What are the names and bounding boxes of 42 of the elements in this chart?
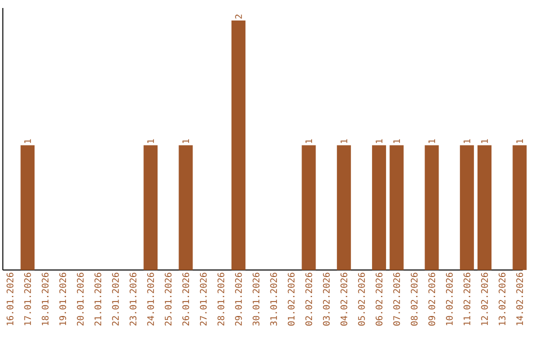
x-tick-label: 14.02.2026 [516,272,524,326]
x-tick-label: 18.01.2026 [42,272,49,326]
data-label: 1 [393,139,400,143]
x-tick-label: 28.01.2026 [218,272,224,326]
x-tick-label: 06.02.2026 [376,272,382,326]
x-tick-label: 17.01.2026 [24,272,31,326]
x-tick-label: 05.02.2026 [358,272,365,326]
x-tick-label: 24.01.2026 [147,272,154,326]
x-tick-label: 09.02.2026 [428,272,436,326]
x-tick-label: 07.02.2026 [393,272,400,326]
x-tick-label: 20.01.2026 [76,272,84,326]
x-tick-label: 12.02.2026 [481,272,488,326]
data-label: 1 [428,139,436,143]
x-tick-label: 19.01.2026 [59,272,66,326]
x-tick-label: 22.01.2026 [112,272,119,326]
data-label: 1 [516,139,523,143]
data-label: 1 [147,139,154,143]
x-tick-label: 16.01.2026 [6,272,14,326]
data-label: 1 [182,139,190,143]
data-label: 1 [340,139,348,143]
x-tick-label: 26.01.2026 [182,272,190,326]
x-tick-label: 29.01.2026 [235,272,242,326]
x-tick-label: 11.02.2026 [464,272,470,326]
data-label: 1 [464,139,470,143]
x-tick-label: 13.02.2026 [498,272,506,326]
data-label: 1 [305,139,312,143]
x-tick-label: 27.01.2026 [200,272,207,326]
x-tick-label: 23.01.2026 [130,272,136,326]
data-label: 1 [24,139,31,143]
x-tick-label: 01.02.2026 [288,272,295,326]
x-tick-label: 03.02.2026 [322,272,330,326]
x-tick-label: 21.01.2026 [94,272,102,326]
x-tick-label: 10.02.2026 [446,272,453,326]
x-tick-label: 25.01.2026 [164,272,172,326]
x-tick-label: 02.02.2026 [305,272,312,326]
data-label: 1 [481,139,488,143]
data-label: 1 [376,139,382,143]
x-tick-label: 31.01.2026 [270,272,277,326]
x-tick-label: 04.02.2026 [340,272,348,326]
x-tick-label: 30.01.2026 [252,272,260,326]
data-label: 2 [235,14,242,19]
x-tick-label: 08.02.2026 [410,272,418,326]
